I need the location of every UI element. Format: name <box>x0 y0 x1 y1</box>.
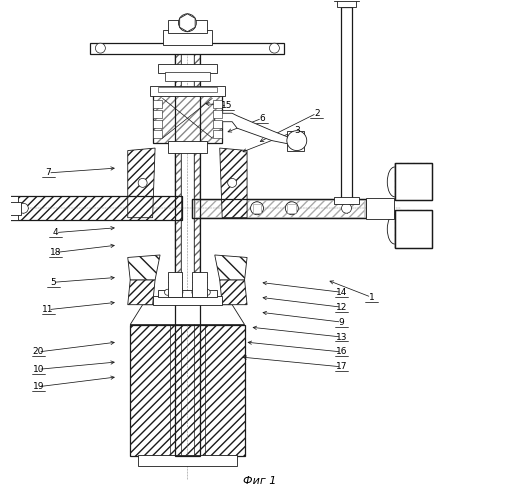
Text: 1: 1 <box>368 292 374 302</box>
Bar <box>150 86 225 96</box>
Text: 20: 20 <box>33 348 44 356</box>
Bar <box>395 210 432 248</box>
Bar <box>175 41 200 457</box>
Bar <box>153 296 222 304</box>
Circle shape <box>285 202 298 214</box>
Bar <box>138 456 237 466</box>
Circle shape <box>138 178 147 188</box>
Text: 11: 11 <box>43 305 54 314</box>
Bar <box>153 130 161 138</box>
Bar <box>0 205 18 212</box>
Text: 4: 4 <box>53 228 59 237</box>
Bar <box>213 120 222 128</box>
Bar <box>168 140 207 153</box>
Polygon shape <box>130 304 244 324</box>
Bar <box>334 0 359 2</box>
Polygon shape <box>180 14 195 32</box>
Circle shape <box>192 290 198 295</box>
Text: 2: 2 <box>314 109 320 118</box>
Bar <box>334 198 359 204</box>
Bar <box>153 88 222 143</box>
Polygon shape <box>128 255 160 280</box>
Text: 10: 10 <box>33 365 44 374</box>
Circle shape <box>165 290 171 295</box>
Polygon shape <box>215 114 297 146</box>
Bar <box>253 204 262 212</box>
Bar <box>153 120 161 128</box>
Bar <box>193 199 366 218</box>
Bar <box>153 110 161 118</box>
Bar <box>366 198 394 218</box>
Polygon shape <box>153 88 222 143</box>
Circle shape <box>228 178 237 188</box>
Circle shape <box>287 130 307 150</box>
Text: 12: 12 <box>336 302 347 312</box>
Bar <box>0 199 1 218</box>
Bar <box>193 199 366 218</box>
Text: 7: 7 <box>45 168 51 177</box>
Bar <box>158 64 217 74</box>
Bar <box>336 0 357 8</box>
Polygon shape <box>215 255 247 280</box>
Text: 3: 3 <box>294 126 299 135</box>
Text: 6: 6 <box>259 114 265 122</box>
Bar <box>395 163 432 200</box>
Circle shape <box>177 290 183 295</box>
Bar <box>90 42 284 54</box>
Polygon shape <box>220 280 247 304</box>
Circle shape <box>342 204 351 213</box>
Bar <box>288 204 296 212</box>
Bar <box>168 20 207 32</box>
Bar <box>153 100 161 108</box>
Circle shape <box>251 202 264 214</box>
Bar <box>340 8 352 199</box>
Bar <box>8 202 21 214</box>
Bar <box>158 88 217 92</box>
Text: 14: 14 <box>336 288 347 297</box>
Polygon shape <box>194 41 200 457</box>
Text: 19: 19 <box>33 382 44 391</box>
Text: 17: 17 <box>336 362 347 372</box>
Bar <box>287 130 304 150</box>
Polygon shape <box>128 148 155 218</box>
Bar <box>0 196 18 220</box>
Text: 5: 5 <box>50 278 56 287</box>
Text: Фиг 1: Фиг 1 <box>243 476 276 486</box>
Bar <box>165 72 210 81</box>
Polygon shape <box>220 148 247 218</box>
Polygon shape <box>0 196 183 220</box>
Polygon shape <box>195 200 364 216</box>
Bar <box>0 196 183 220</box>
Polygon shape <box>128 280 155 304</box>
Bar <box>162 30 212 44</box>
Text: 15: 15 <box>222 102 233 110</box>
Text: 16: 16 <box>336 348 347 356</box>
Bar <box>130 324 244 456</box>
Bar <box>395 163 432 200</box>
Text: 18: 18 <box>50 248 61 257</box>
Circle shape <box>95 43 105 53</box>
Polygon shape <box>175 41 181 457</box>
Bar <box>213 110 222 118</box>
Bar <box>213 100 222 108</box>
Circle shape <box>179 14 196 32</box>
Circle shape <box>269 43 279 53</box>
Bar <box>158 290 217 297</box>
Text: 9: 9 <box>339 318 345 326</box>
Bar <box>168 272 183 297</box>
Bar <box>193 272 207 297</box>
Circle shape <box>18 204 29 213</box>
Text: 13: 13 <box>336 332 347 342</box>
Bar <box>395 210 432 248</box>
Circle shape <box>204 290 210 295</box>
Bar <box>213 130 222 138</box>
